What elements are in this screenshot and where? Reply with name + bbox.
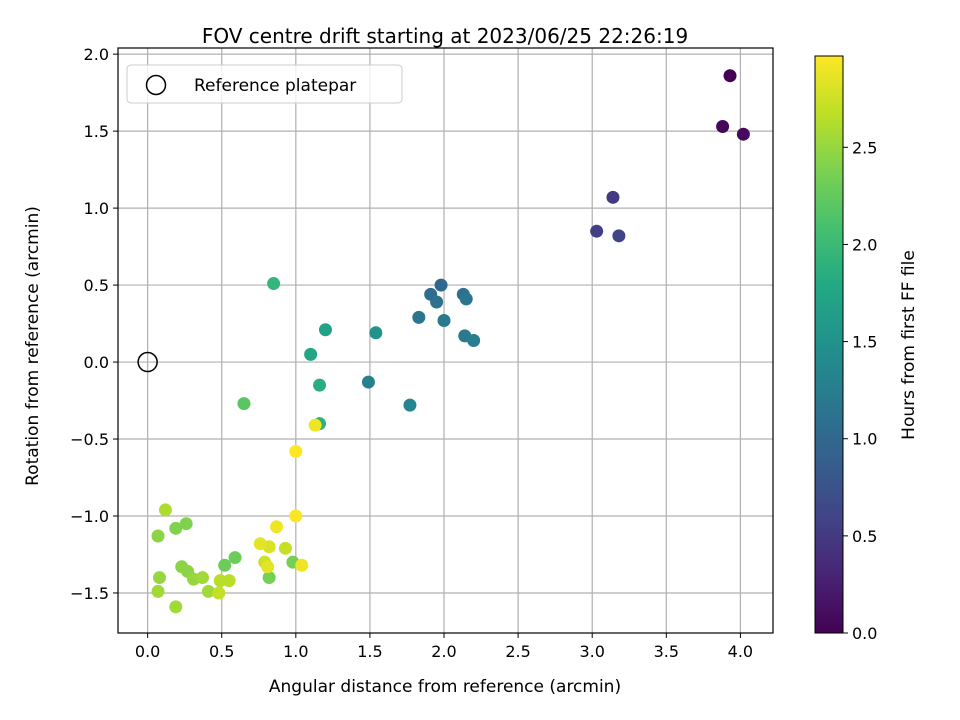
chart-title: FOV centre drift starting at 2023/06/25 … xyxy=(202,24,688,48)
scatter-point xyxy=(606,190,620,204)
x-tick-label: 1.5 xyxy=(357,642,382,661)
x-tick-label: 4.0 xyxy=(728,642,753,661)
colorbar-tick-label: 2.5 xyxy=(852,138,877,157)
x-tick-label: 2.5 xyxy=(505,642,530,661)
scatter-point xyxy=(267,277,281,291)
scatter-point xyxy=(158,503,172,517)
colorbar-tick-label: 1.0 xyxy=(852,430,877,449)
x-axis-label: Angular distance from reference (arcmin) xyxy=(269,677,621,697)
scatter-point xyxy=(304,347,318,361)
y-tick-label: 1.5 xyxy=(84,122,109,141)
scatter-point xyxy=(195,571,209,585)
legend-marker-reference xyxy=(145,74,167,96)
scatter-point xyxy=(262,571,276,585)
scatter-point xyxy=(412,310,426,324)
scatter-point xyxy=(430,295,444,309)
scatter-point xyxy=(437,313,451,327)
scatter-point xyxy=(179,517,193,531)
scatter-point xyxy=(169,600,183,614)
scatter-point xyxy=(295,558,309,572)
scatter-point xyxy=(213,574,227,588)
scatter-point xyxy=(201,584,215,598)
y-tick-label: 0.5 xyxy=(84,276,109,295)
x-tick-label: 2.0 xyxy=(431,642,456,661)
scatter-point xyxy=(228,551,242,565)
scatter-point xyxy=(261,560,275,574)
scatter-point xyxy=(169,521,183,535)
scatter-point xyxy=(152,571,166,585)
scatter-point xyxy=(253,537,267,551)
scatter-point xyxy=(151,529,165,543)
scatter-point xyxy=(736,127,750,141)
scatter-point xyxy=(218,558,232,572)
scatter-point xyxy=(289,444,303,458)
x-tick-label: 1.0 xyxy=(283,642,308,661)
y-tick-label: 2.0 xyxy=(84,45,109,64)
x-tick-label: 3.0 xyxy=(579,642,604,661)
scatter-point xyxy=(403,398,417,412)
scatter-point xyxy=(212,586,226,600)
legend-box xyxy=(126,64,403,104)
scatter-point xyxy=(459,292,473,306)
scatter-point xyxy=(369,326,383,340)
scatter-point xyxy=(723,69,737,83)
colorbar-tick-label: 0.0 xyxy=(852,624,877,643)
y-axis-label: Rotation from reference (arcmin) xyxy=(23,206,43,486)
scatter-point xyxy=(318,323,332,337)
scatter-point xyxy=(434,278,448,292)
y-tick-label: 0.0 xyxy=(84,353,109,372)
colorbar-tick-label: 0.5 xyxy=(852,527,877,546)
x-tick-label: 0.0 xyxy=(135,642,160,661)
reference-platepar-marker xyxy=(137,351,158,373)
scatter-point xyxy=(222,574,236,588)
colorbar xyxy=(814,55,844,634)
colorbar-tick-label: 1.5 xyxy=(852,333,877,352)
scatter-point xyxy=(308,418,322,432)
x-tick-label: 0.5 xyxy=(209,642,234,661)
legend: Reference platepar xyxy=(126,64,403,104)
scatter-point xyxy=(278,541,292,555)
scatter-point xyxy=(151,584,165,598)
colorbar-ticks: 0.0 0.5 1.0 1.5 2.0 2.5 xyxy=(843,138,877,643)
data-points xyxy=(137,69,750,614)
scatter-point xyxy=(590,224,604,238)
scatter-point xyxy=(612,229,626,243)
y-tick-label: 1.0 xyxy=(84,199,109,218)
scatter-point xyxy=(237,397,251,411)
scatter-point xyxy=(716,120,730,134)
colorbar-tick-label: 2.0 xyxy=(852,235,877,254)
colorbar-label: Hours from first FF file xyxy=(899,250,919,440)
plot-frame xyxy=(117,47,774,634)
axis-ticks: 0.0 0.5 1.0 1.5 2.0 2.5 3.0 3.5 4.0 −1.5 −1.0 −0.5 0… xyxy=(70,45,753,661)
y-tick-label: −1.0 xyxy=(70,507,109,526)
scatter-point xyxy=(270,520,284,534)
legend-label-reference: Reference platepar xyxy=(194,76,356,96)
y-tick-label: −1.5 xyxy=(70,584,109,603)
y-tick-label: −0.5 xyxy=(70,430,109,449)
scatter-point xyxy=(313,378,327,392)
x-tick-label: 3.5 xyxy=(654,642,679,661)
scatter-point xyxy=(289,509,303,523)
scatter-point xyxy=(467,334,481,347)
scatter-point xyxy=(361,375,375,389)
